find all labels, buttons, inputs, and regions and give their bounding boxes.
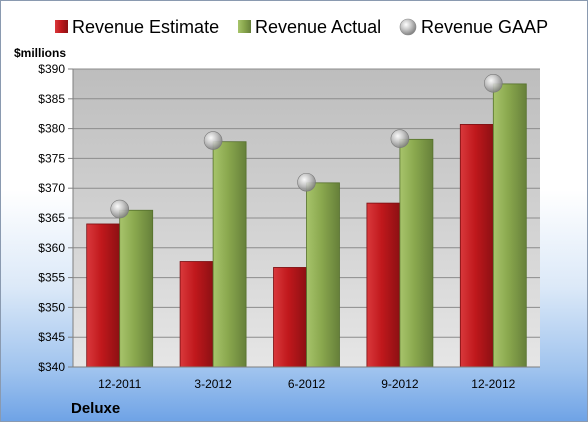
bar-revenue-actual (212, 141, 247, 368)
marker-revenue-gaap (483, 74, 503, 93)
x-axis-ticks: 12-2011 3-2012 6-2012 9-2012 12-2012 (98, 377, 516, 391)
bar-revenue-actual (492, 83, 527, 368)
legend-item-estimate: Revenue Estimate (55, 17, 219, 37)
bar-revenue-estimate (459, 124, 494, 368)
gaap-markers (110, 74, 503, 219)
marker-revenue-gaap (110, 199, 129, 219)
bar-revenue-estimate (366, 202, 401, 368)
x-tick-label: 3-2012 (194, 377, 232, 391)
y-tick-label: $340 (38, 360, 65, 374)
bar-revenue-estimate (86, 223, 121, 368)
bar-revenue-actual (399, 138, 434, 368)
y-tick-label: $345 (38, 330, 65, 344)
y-tick-label: $355 (38, 271, 65, 285)
x-tick-label: 12-2011 (98, 377, 141, 391)
y-tick-label: $360 (38, 241, 65, 255)
y-tick-label: $365 (38, 211, 65, 225)
legend-item-gaap: Revenue GAAP (399, 17, 548, 37)
marker-revenue-gaap (203, 131, 223, 150)
legend-swatch-estimate (55, 20, 68, 33)
x-tick-label: 9-2012 (381, 377, 419, 391)
y-tick-label: $390 (38, 62, 65, 76)
bar-revenue-estimate (179, 261, 214, 368)
y-tick-label: $370 (38, 181, 65, 195)
x-tick-label: 6-2012 (288, 377, 326, 391)
bar-revenue-actual (306, 182, 340, 368)
legend-marker-gaap (399, 18, 417, 36)
legend-label-gaap: Revenue GAAP (421, 17, 548, 37)
bars (86, 83, 527, 368)
y-tick-label: $375 (38, 151, 65, 165)
marker-revenue-gaap (297, 172, 316, 192)
legend-item-actual: Revenue Actual (238, 17, 381, 37)
y-axis-ticks: $340 $345 $350 $355 $360 $365 $370 $375 $380 $385… (38, 62, 73, 374)
y-axis-unit-label: $millions (14, 46, 66, 60)
legend-swatch-actual (238, 20, 251, 33)
bar-revenue-actual (119, 209, 154, 368)
legend-label-actual: Revenue Actual (255, 17, 381, 37)
marker-revenue-gaap (390, 129, 410, 149)
legend-label-estimate: Revenue Estimate (72, 17, 219, 37)
y-tick-label: $350 (38, 300, 65, 314)
y-tick-label: $385 (38, 92, 65, 106)
x-tick-label: 12-2012 (471, 377, 515, 391)
y-tick-label: $380 (38, 122, 65, 136)
company-name: Deluxe (71, 400, 120, 417)
legend: Revenue Estimate Revenue Actual Revenue … (55, 17, 548, 37)
bar-revenue-estimate (273, 267, 307, 368)
